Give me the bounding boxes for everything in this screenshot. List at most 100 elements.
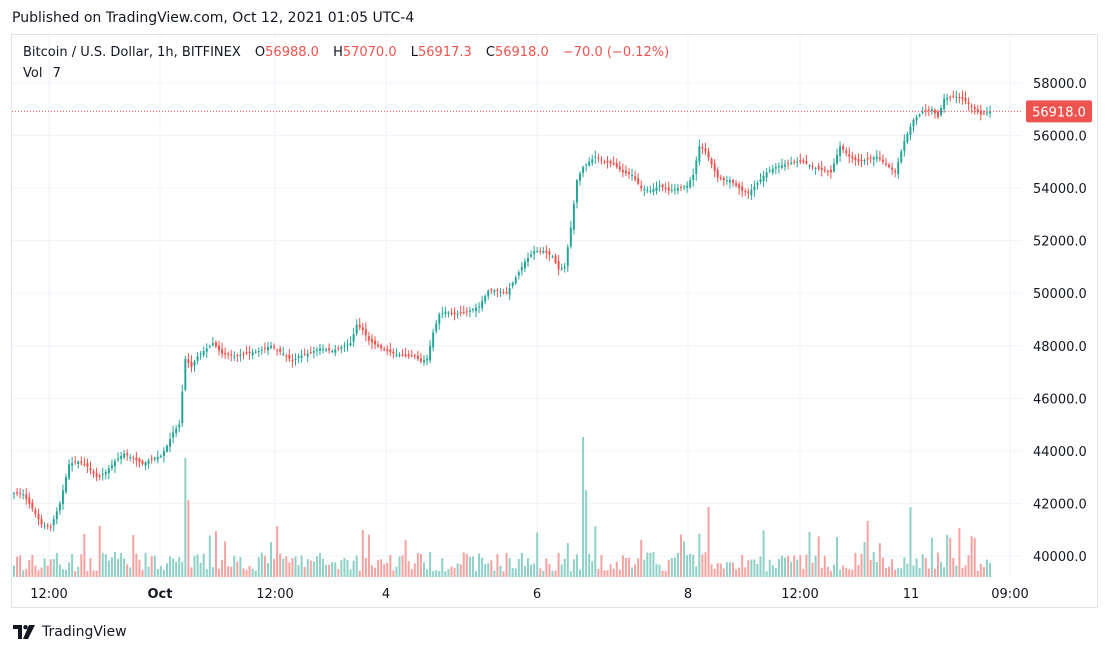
volume-bar [689,553,692,577]
volume-bar [627,557,630,577]
volume-bar [784,557,787,577]
volume-bar [58,564,61,577]
volume-bar [936,552,939,577]
volume-bar [753,559,756,577]
volume-bar [673,557,676,577]
volume-bar [554,570,557,577]
candle-body [214,342,217,347]
candle-body [193,361,196,366]
volume-bar [214,531,217,577]
volume-bar [49,559,52,577]
candle-body [961,97,964,99]
candle-body [811,165,814,168]
volume-bar [652,552,655,577]
volume-bar [686,555,689,577]
candle-body [450,313,453,315]
x-tick-label: 4 [382,587,390,602]
candle-body [826,170,829,172]
volume-bar [398,556,401,577]
volume-bar [37,570,40,577]
candle-body [799,160,802,162]
volume-bar [774,567,777,577]
candle-body [640,185,643,189]
last-price-tag-bg [1026,100,1092,123]
volume-bar [16,556,19,577]
volume-bar [735,569,738,577]
volume-bar [331,562,334,577]
candle-body [462,311,465,313]
candle-body [967,102,970,105]
volume-bar [370,565,373,577]
candle-body [129,457,132,459]
volume-bar [493,570,496,577]
x-tick-label: 8 [684,587,692,602]
volume-bar [722,568,725,577]
volume-bar [618,569,621,577]
candle-body [888,164,891,168]
candle-body [823,169,826,171]
volume-bar [634,564,637,577]
volume-bar [297,565,300,577]
volume-bar [364,558,367,577]
candle-body [65,477,68,493]
candle-body [318,348,321,351]
volume-bar [13,565,15,577]
volume-bar [367,534,370,577]
volume-bar [193,555,196,577]
candle-body [16,491,19,494]
candle-body [649,190,652,192]
volume-bar [490,560,493,577]
candle-body [964,97,967,102]
volume-bar [952,557,955,577]
volume-bar [933,568,936,577]
volume-bar [141,569,144,577]
candle-body [98,475,101,477]
volume-bar [829,570,832,577]
volume-bar [25,568,28,577]
candle-body [25,494,28,500]
volume-bar [107,560,110,577]
candle-body [46,525,49,527]
volume-bar [940,561,943,577]
candle-body [184,358,187,390]
volume-bar [502,571,505,577]
candle-body [178,424,181,428]
candle-body [422,360,425,363]
candle-body [900,151,903,163]
volume-bar [912,565,915,577]
candle-body [383,349,386,351]
volume-bar [863,541,866,577]
volume-bar [447,569,450,577]
x-tick-label: Oct [148,587,173,602]
candle-body [468,310,471,312]
y-tick-label: 54000.0 [1033,182,1087,197]
candle-body [738,184,741,189]
volume-bar [426,569,429,577]
candle-body [780,165,783,168]
volume-bar [725,562,728,577]
candle-body [627,172,630,175]
candle-body [260,349,263,351]
candlestick-chart[interactable]: 40000.0 42000.0 44000.0 46000.0 48000.0 50000… [0,0,1113,620]
candle-body [325,349,328,351]
volume-bar [358,570,361,577]
volume-bar [471,556,474,577]
volume-bar [120,552,123,577]
candle-body [839,146,842,157]
volume-bar [768,559,771,577]
tradingview-logo[interactable]: TradingView [13,624,127,640]
volume-bar [640,539,643,577]
volume-bar [80,554,83,577]
volume-bar [184,458,187,577]
volume-bar [233,555,236,577]
volume-bar [165,563,168,577]
candle-body [517,272,520,276]
volume-bar [597,568,600,577]
volume-bar [787,555,790,577]
candle-body [294,358,297,361]
volume-bar [814,555,817,577]
volume-bar [594,526,597,577]
volume-bar [750,559,753,577]
volume-bar [894,569,897,577]
chart-panel[interactable] [11,34,1098,608]
